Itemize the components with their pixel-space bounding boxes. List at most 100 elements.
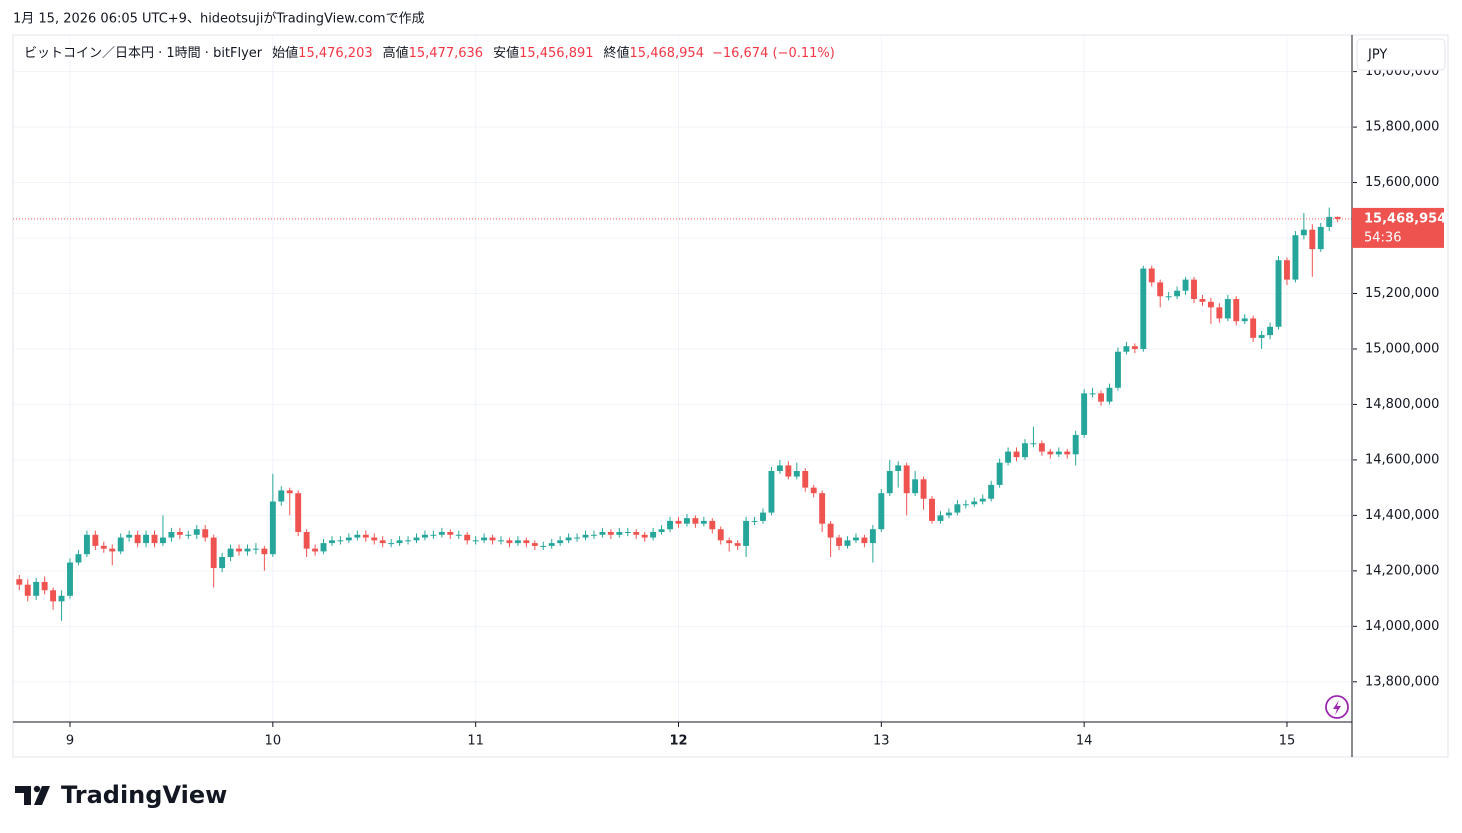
candle-body: [1174, 290, 1181, 297]
candle-body: [1123, 346, 1130, 352]
candle-body: [168, 532, 175, 538]
candle-body: [50, 590, 57, 602]
candle-body: [599, 532, 606, 535]
candle-body: [1216, 307, 1223, 319]
last-price-label: 15,468,954: [1364, 211, 1446, 226]
candle-body: [16, 579, 23, 585]
candle-body: [607, 532, 614, 535]
candle-body: [1267, 326, 1274, 336]
candle-body: [430, 534, 437, 536]
candle-body: [252, 548, 259, 550]
candle-body: [962, 504, 969, 506]
candle-body: [743, 520, 750, 546]
candle-body: [1284, 260, 1290, 280]
currency[interactable]: JPY: [1367, 48, 1387, 63]
candle-body: [1241, 318, 1248, 322]
candle-body: [295, 493, 302, 533]
candle-body: [937, 515, 944, 521]
candle-body: [1182, 279, 1189, 291]
candle-body: [337, 540, 344, 542]
candle-body: [633, 532, 640, 535]
candle-body: [641, 534, 648, 538]
candle-body: [438, 532, 445, 535]
candle-body: [616, 532, 623, 535]
candle-body: [1334, 216, 1341, 219]
candle-body: [244, 548, 251, 552]
candle-body: [388, 543, 395, 545]
candle-body: [1300, 229, 1307, 236]
legend-item-value: 15,468,954: [630, 46, 704, 61]
logo-dot: [33, 785, 41, 793]
candle-body: [210, 537, 217, 569]
y-tick-label: 13,800,000: [1365, 674, 1439, 689]
candle-body: [709, 520, 716, 530]
candle-body: [41, 581, 48, 591]
price-tag: 15,468,954 54:36: [1352, 207, 1446, 248]
candle-body: [303, 532, 310, 549]
candle-body: [405, 540, 412, 542]
alert-bolt: [1333, 700, 1341, 715]
y-tick-label: 15,000,000: [1365, 341, 1439, 356]
y-tick-label: 14,800,000: [1365, 397, 1439, 412]
candle-body: [912, 479, 919, 494]
y-tick-label: 14,600,000: [1365, 452, 1439, 467]
candle-body: [810, 487, 817, 494]
candle-body: [717, 529, 724, 541]
legend-item-name: 終値: [604, 45, 630, 61]
candle-body: [236, 548, 242, 552]
candle-body: [227, 548, 234, 557]
candle-body: [1250, 318, 1257, 338]
candle-body: [886, 470, 893, 494]
candle-body: [827, 523, 834, 538]
candle-body: [895, 465, 902, 471]
candle-body: [624, 532, 631, 534]
candle-body: [776, 465, 783, 471]
candle-body: [24, 584, 31, 596]
candle-body: [1081, 393, 1088, 435]
y-tick-label: 15,200,000: [1365, 286, 1439, 301]
brand: TradingView: [61, 781, 227, 809]
candle-body: [751, 520, 758, 522]
candle-body: [1157, 282, 1164, 297]
candle-body: [878, 493, 885, 530]
candle-body: [67, 562, 73, 596]
grid: [13, 35, 1352, 722]
candle-body: [1275, 260, 1282, 327]
candle-body: [819, 493, 826, 524]
legend-item-value: 15,456,891: [519, 46, 593, 61]
candle-body: [1326, 216, 1333, 227]
candle-body: [202, 529, 209, 538]
y-tick-label: 14,000,000: [1365, 619, 1439, 634]
logo-mark: [15, 786, 31, 805]
candle-body: [83, 534, 90, 555]
candle-body: [176, 532, 183, 535]
candle-body: [557, 540, 564, 544]
candle-body: [1030, 443, 1037, 445]
candle-body: [726, 540, 733, 544]
candle-body: [455, 534, 462, 536]
candle-body: [1098, 393, 1105, 402]
caption: 1月 15, 2026 06:05 UTC+9、hideotsujiがTradi…: [13, 12, 425, 27]
candle-body: [802, 470, 809, 488]
candle-body: [481, 537, 488, 541]
currency-button[interactable]: [1356, 38, 1446, 71]
candle-body: [1022, 443, 1028, 458]
candle-body: [117, 537, 124, 552]
candle-body: [760, 512, 766, 521]
candle-body: [506, 540, 513, 544]
candle-body: [464, 534, 471, 541]
candle-body: [1224, 299, 1231, 319]
legend-item-value: 15,476,203: [298, 46, 372, 61]
y-tick-label: 15,600,000: [1365, 175, 1439, 190]
legend-change: −16,674 (−0.11%): [712, 46, 835, 61]
candle-body: [1005, 451, 1012, 463]
candle-body: [1038, 443, 1045, 452]
candle-body: [278, 490, 285, 502]
candle-body: [988, 484, 995, 499]
candle-body: [565, 537, 572, 541]
x-tick-label: 11: [467, 734, 484, 749]
candle-body: [379, 540, 386, 544]
legend-symbol: ビットコイン／日本円 · 1時間 · bitFlyer: [24, 46, 263, 61]
candle-body: [371, 537, 378, 541]
candle-body: [785, 465, 792, 477]
